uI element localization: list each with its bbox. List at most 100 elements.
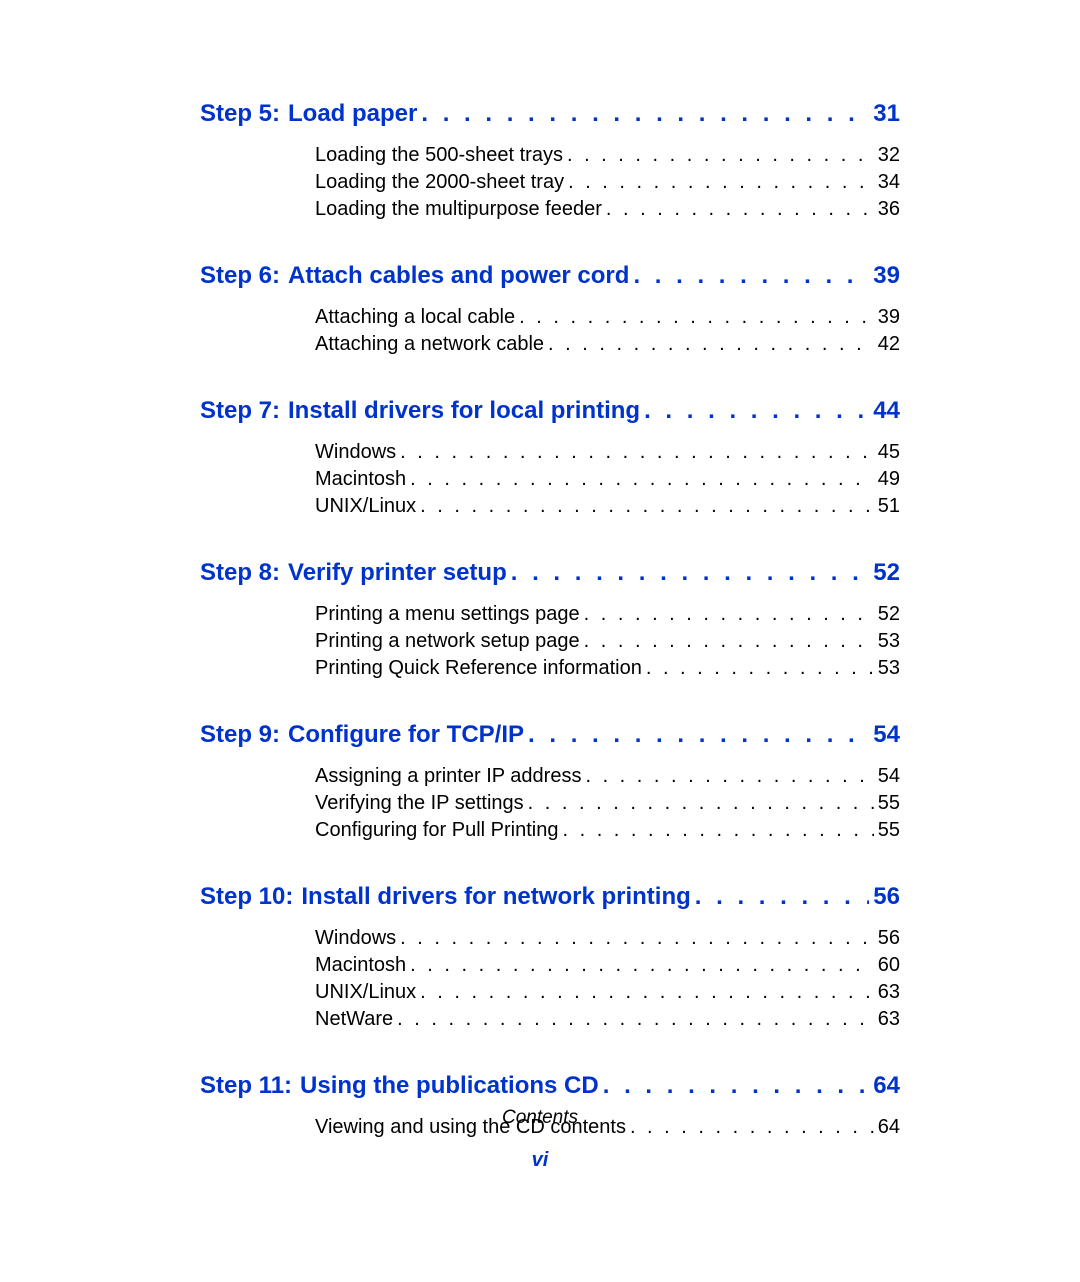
footer-label: Contents (0, 1107, 1080, 1129)
sub-item-page-number: 55 (878, 817, 900, 843)
page-footer: Contents vi (0, 1107, 1080, 1172)
sub-item-title: UNIX/Linux (315, 493, 416, 519)
sub-item-title: Configuring for Pull Printing (315, 817, 558, 843)
footer-page-number: vi (0, 1149, 1080, 1172)
sub-item-link[interactable]: Printing a menu settings page 52 (315, 601, 900, 627)
sub-item-page-number: 54 (878, 763, 900, 789)
sub-item-link[interactable]: Windows56 (315, 925, 900, 951)
sub-item-link[interactable]: Assigning a printer IP address 54 (315, 763, 900, 789)
sub-list: Printing a menu settings page52Printing … (315, 601, 900, 681)
leader-dots (646, 655, 874, 681)
step-label: Step 6: (200, 262, 280, 290)
sub-item-page-number: 42 (878, 331, 900, 357)
leader-dots (400, 439, 874, 465)
sub-item-title: Printing Quick Reference information (315, 655, 642, 681)
step-title: Verify printer setup (288, 559, 507, 587)
sub-item-title: Macintosh (315, 466, 406, 492)
step-title: Configure for TCP/IP (288, 721, 524, 749)
step-heading-link[interactable]: Step 6:Attach cables and power cord39 (200, 262, 900, 290)
step-page-number: 31 (873, 100, 900, 128)
sub-item-page-number: 55 (878, 790, 900, 816)
sub-item-link[interactable]: Macintosh60 (315, 952, 900, 978)
sub-item-title: Assigning a printer IP address (315, 763, 581, 789)
sub-item-page-number: 36 (878, 196, 900, 222)
step-page-number: 54 (873, 721, 900, 749)
sub-list: Windows56Macintosh60UNIX/Linux 63 NetWare 6… (315, 925, 900, 1032)
step-page-number: 52 (873, 559, 900, 587)
leader-dots (400, 925, 874, 951)
leader-dots (585, 763, 873, 789)
sub-item-title: Windows (315, 439, 396, 465)
step-heading-link[interactable]: Step 10:Install drivers for network prin… (200, 883, 900, 911)
sub-item-title: Printing a network setup page (315, 628, 580, 654)
sub-item-title: Printing a menu settings page (315, 601, 580, 627)
sub-item-title: Verifying the IP settings (315, 790, 524, 816)
sub-list: Loading the 500-sheet trays32Loading the… (315, 142, 900, 222)
sub-item-page-number: 52 (878, 601, 900, 627)
sub-item-link[interactable]: Windows45 (315, 439, 900, 465)
sub-item-link[interactable]: UNIX/Linux 63 (315, 979, 900, 1005)
step-heading-link[interactable]: Step 8: Verify printer setup 52 (200, 559, 900, 587)
sub-item-link[interactable]: Loading the 2000-sheet tray 34 (315, 169, 900, 195)
sub-item-link[interactable]: Printing Quick Reference information53 (315, 655, 900, 681)
step-heading-link[interactable]: Step 5:Load paper31 (200, 100, 900, 128)
step-title: Using the publications CD (300, 1072, 599, 1100)
sub-item-page-number: 53 (878, 628, 900, 654)
leader-dots (548, 331, 874, 357)
sub-list: Windows45Macintosh 49 UNIX/Linux 51 (315, 439, 900, 519)
sub-item-page-number: 51 (878, 493, 900, 519)
sub-item-title: Windows (315, 925, 396, 951)
sub-item-link[interactable]: Macintosh 49 (315, 466, 900, 492)
step-heading-link[interactable]: Step 9:Configure for TCP/IP54 (200, 721, 900, 749)
step-page-number: 39 (873, 262, 900, 290)
sub-item-link[interactable]: UNIX/Linux 51 (315, 493, 900, 519)
sub-item-page-number: 63 (878, 1006, 900, 1032)
sub-item-page-number: 60 (878, 952, 900, 978)
sub-list: Assigning a printer IP address54Verifyin… (315, 763, 900, 843)
leader-dots (603, 1072, 870, 1100)
step-title: Install drivers for local printing (288, 397, 640, 425)
leader-dots (511, 559, 870, 587)
leader-dots (519, 304, 874, 330)
leader-dots (633, 262, 869, 290)
leader-dots (528, 721, 869, 749)
sub-item-link[interactable]: Attaching a network cable 42 (315, 331, 900, 357)
toc-section: Step 6:Attach cables and power cord39 Att… (200, 262, 900, 357)
leader-dots (397, 1006, 874, 1032)
step-label: Step 8: (200, 559, 280, 587)
toc-section: Step 7: Install drivers for local printin… (200, 397, 900, 519)
step-title: Install drivers for network printing (301, 883, 690, 911)
step-label: Step 7: (200, 397, 280, 425)
leader-dots (567, 142, 874, 168)
step-page-number: 44 (873, 397, 900, 425)
leader-dots (420, 979, 874, 1005)
sub-item-link[interactable]: Configuring for Pull Printing 55 (315, 817, 900, 843)
toc-body: Step 5:Load paper31 Loading the 500-sheet… (200, 100, 900, 1140)
leader-dots (421, 100, 869, 128)
sub-item-title: Loading the 2000-sheet tray (315, 169, 564, 195)
sub-item-page-number: 63 (878, 979, 900, 1005)
sub-item-page-number: 39 (878, 304, 900, 330)
step-heading-link[interactable]: Step 11:Using the publications CD64 (200, 1072, 900, 1100)
leader-dots (644, 397, 869, 425)
sub-item-link[interactable]: Verifying the IP settings 55 (315, 790, 900, 816)
sub-item-title: Attaching a network cable (315, 331, 544, 357)
leader-dots (568, 169, 874, 195)
leader-dots (584, 628, 874, 654)
sub-item-link[interactable]: Loading the multipurpose feeder36 (315, 196, 900, 222)
sub-item-title: NetWare (315, 1006, 393, 1032)
toc-section: Step 9:Configure for TCP/IP54Assigning a… (200, 721, 900, 843)
step-heading-link[interactable]: Step 7: Install drivers for local printin… (200, 397, 900, 425)
leader-dots (606, 196, 874, 222)
sub-item-page-number: 34 (878, 169, 900, 195)
toc-page: Step 5:Load paper31 Loading the 500-sheet… (0, 0, 1080, 1282)
sub-item-link[interactable]: Attaching a local cable39 (315, 304, 900, 330)
sub-item-link[interactable]: Printing a network setup page 53 (315, 628, 900, 654)
sub-item-title: UNIX/Linux (315, 979, 416, 1005)
sub-item-title: Loading the 500-sheet trays (315, 142, 563, 168)
sub-item-page-number: 49 (878, 466, 900, 492)
sub-item-link[interactable]: Loading the 500-sheet trays32 (315, 142, 900, 168)
toc-section: Step 8:Verify printer setup52Printing a … (200, 559, 900, 681)
sub-item-link[interactable]: NetWare 63 (315, 1006, 900, 1032)
toc-section: Step 5:Load paper31 Loading the 500-sheet… (200, 100, 900, 222)
